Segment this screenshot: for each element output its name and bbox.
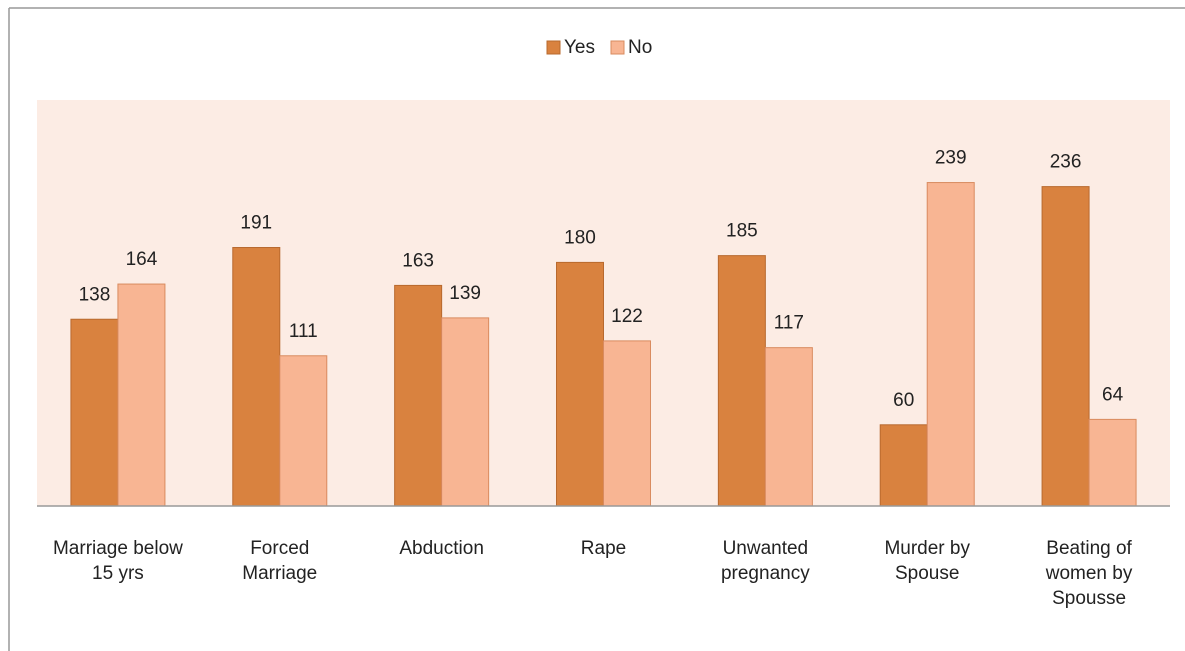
value-label: 180 xyxy=(564,227,596,248)
bar xyxy=(394,284,443,507)
x-tick-label: Rape xyxy=(580,538,627,559)
legend-swatch xyxy=(546,40,561,55)
value-label: 239 xyxy=(935,148,967,169)
bar xyxy=(556,261,604,507)
value-label: 122 xyxy=(611,306,643,327)
bar xyxy=(926,182,975,507)
legend-label: No xyxy=(628,37,652,58)
value-label: 117 xyxy=(774,313,804,334)
x-tick-label: Abduction xyxy=(399,538,484,559)
x-tick-label: Marriage below 15 yrs xyxy=(52,538,183,584)
x-tick-label: Forced Marriage xyxy=(242,538,318,584)
x-tick-label: Murder by Spouse xyxy=(884,538,970,584)
bar xyxy=(1088,418,1137,507)
bar xyxy=(764,347,813,507)
legend-label: Yes xyxy=(564,37,595,58)
bar xyxy=(603,340,651,507)
bar xyxy=(232,247,281,507)
value-label: 191 xyxy=(240,213,272,234)
value-label: 139 xyxy=(449,283,481,304)
bar xyxy=(717,255,766,507)
value-label: 164 xyxy=(126,249,158,270)
bar xyxy=(279,355,328,507)
bar xyxy=(117,283,166,507)
bar xyxy=(879,424,928,507)
bar xyxy=(441,317,490,507)
value-label: 185 xyxy=(726,221,758,242)
x-tick-label: Beating of women by Spousse xyxy=(1045,538,1133,609)
value-label: 236 xyxy=(1050,152,1082,173)
bar xyxy=(70,318,119,507)
value-label: 60 xyxy=(893,390,914,411)
value-label: 64 xyxy=(1102,384,1124,405)
x-tick-label: Unwanted pregnancy xyxy=(720,538,810,584)
value-label: 138 xyxy=(79,284,111,305)
legend-swatch xyxy=(610,40,625,55)
value-label: 111 xyxy=(289,321,318,342)
value-label: 163 xyxy=(402,250,434,271)
bar xyxy=(1041,186,1090,507)
